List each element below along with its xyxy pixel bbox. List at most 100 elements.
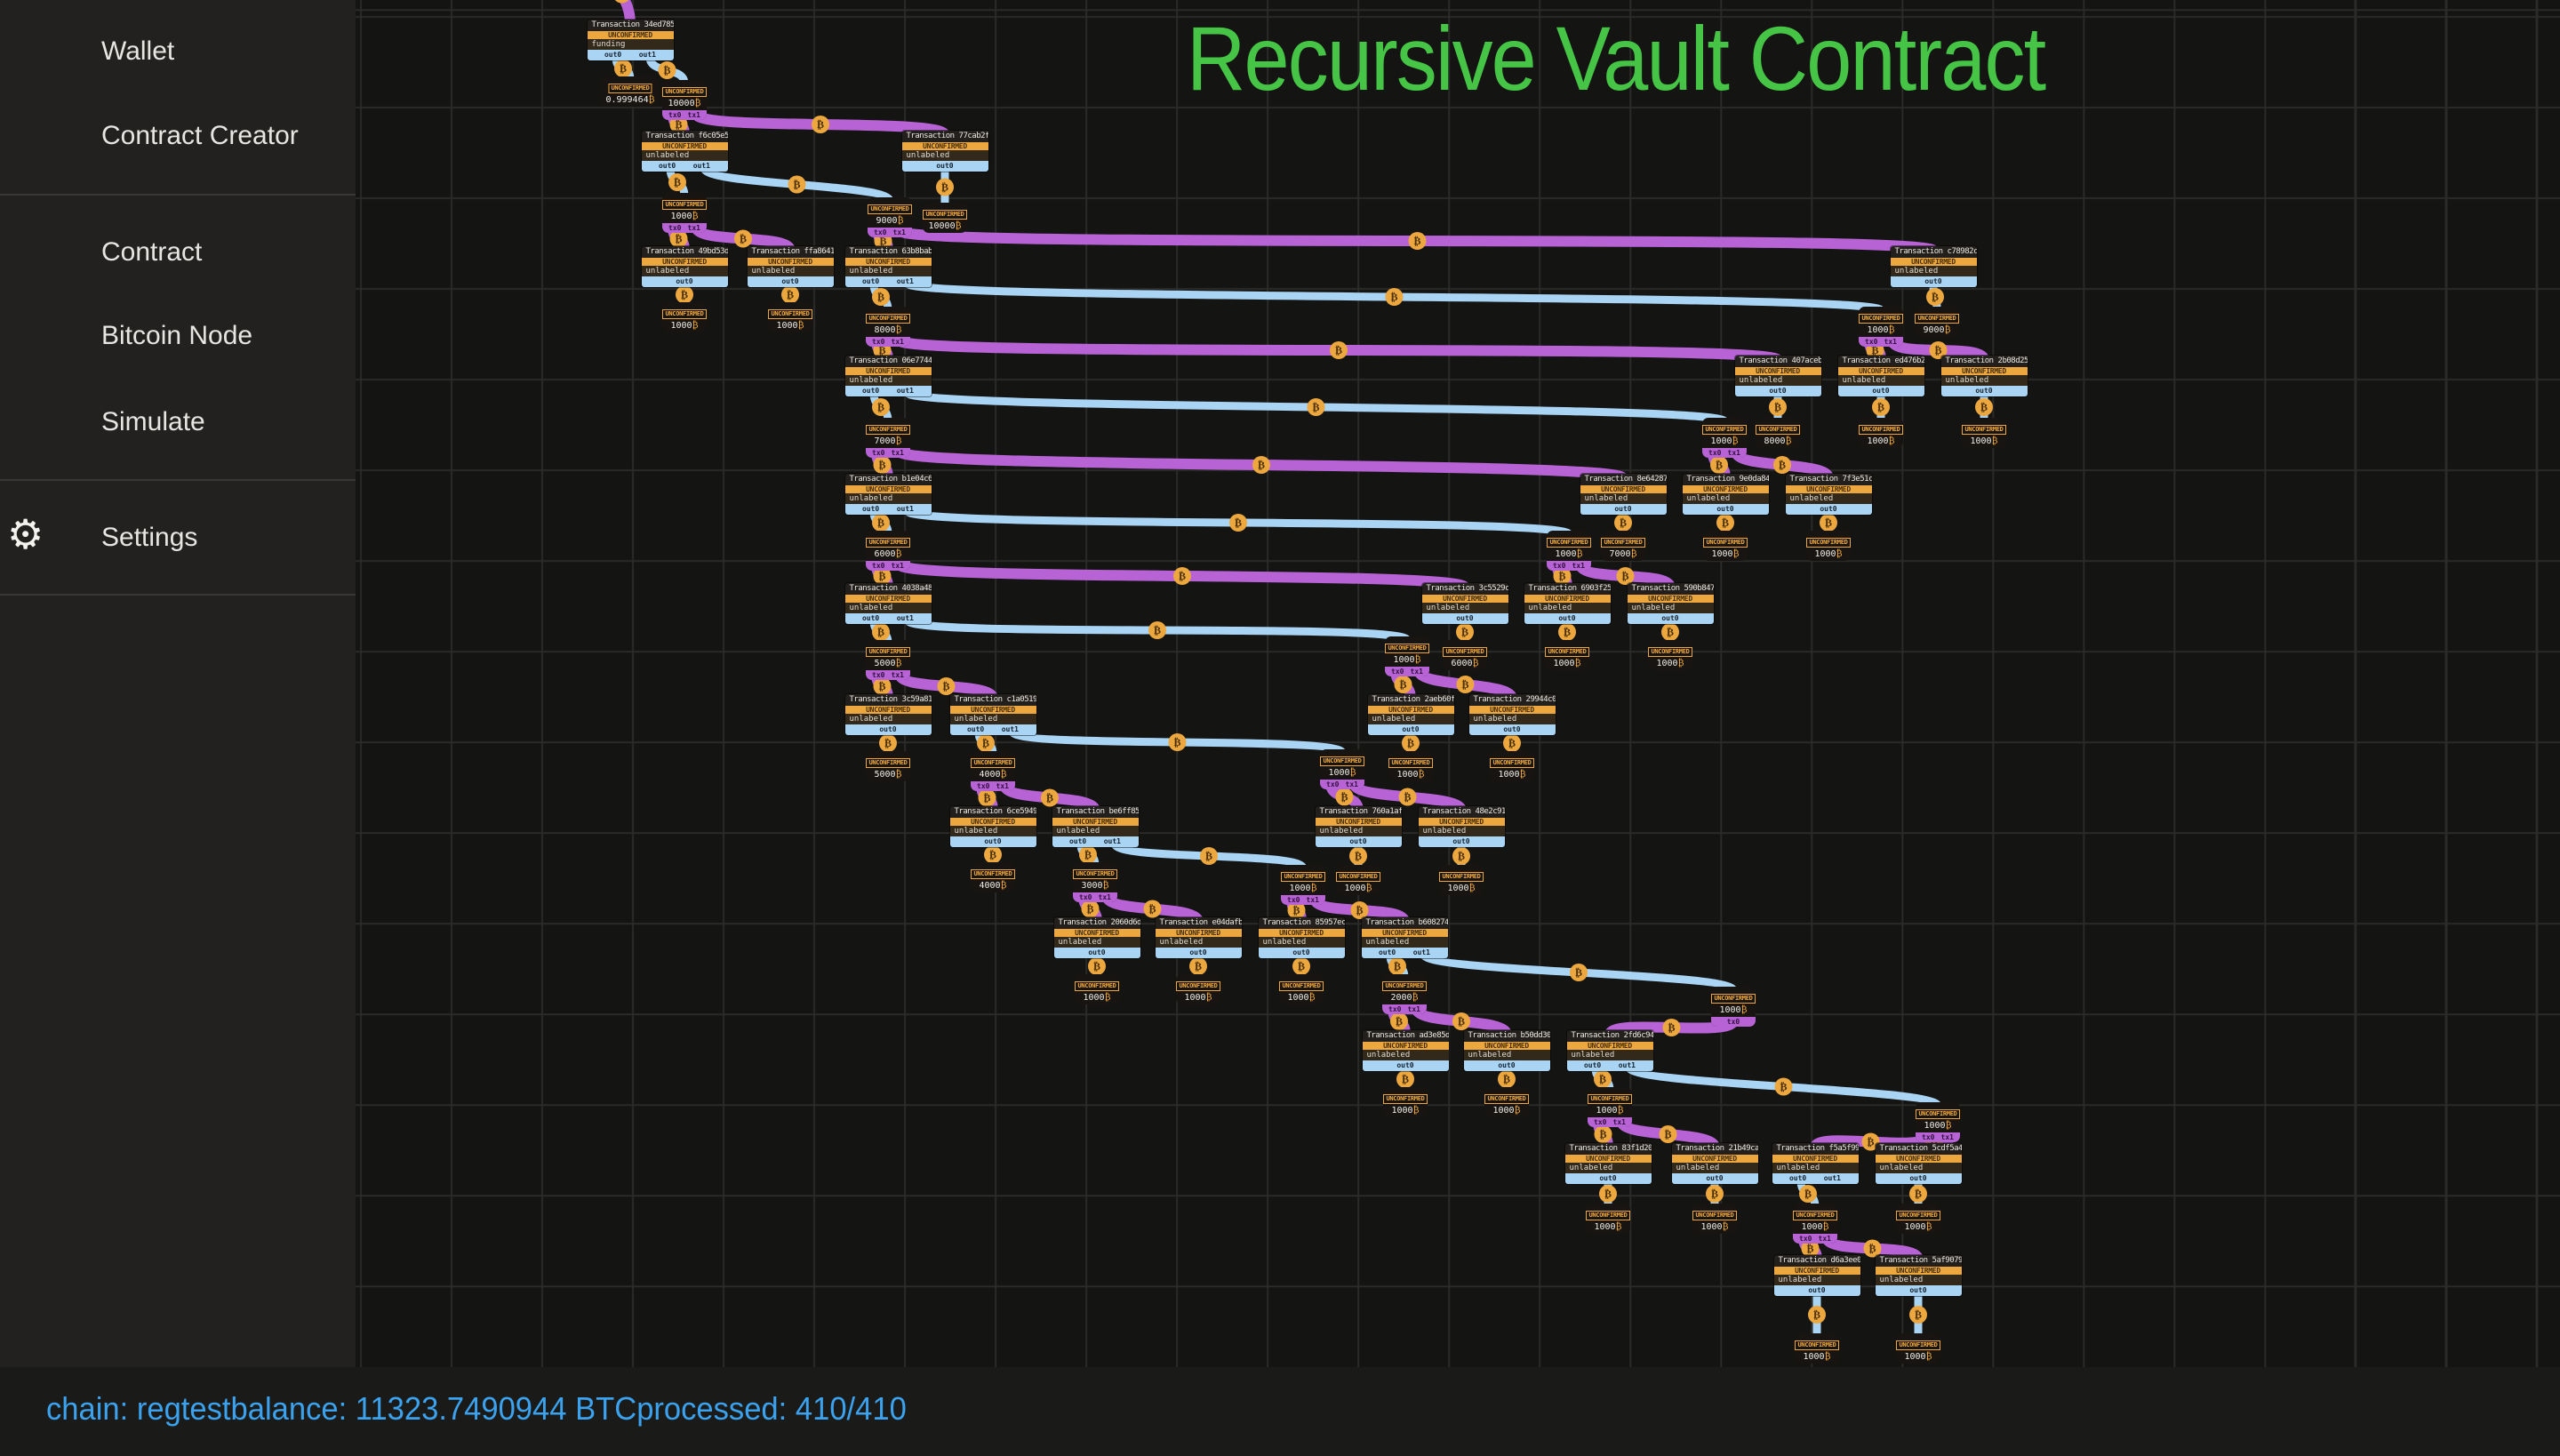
utxo-spenders-bar[interactable]: tx0 tx1 (1385, 667, 1429, 676)
tx-outputs-bar[interactable]: out0 (1580, 504, 1667, 515)
tx-outputs-bar[interactable]: out0 (949, 836, 1036, 847)
utxo-node[interactable]: UNCONFIRMED 2000₿ tx0 tx1 (1382, 974, 1427, 1014)
transaction-node[interactable]: Transaction 6ce5949b2556e220UNCONFIRMEDu… (949, 806, 1036, 847)
utxo-node[interactable]: UNCONFIRMED 1000₿ (1439, 865, 1484, 895)
utxo-spenders-bar[interactable]: tx0 tx1 (1382, 1004, 1427, 1014)
utxo-node[interactable]: UNCONFIRMED 1000₿ (1692, 1204, 1737, 1234)
tx-outputs-bar[interactable]: out0 (747, 276, 834, 287)
utxo-node[interactable]: UNCONFIRMED 1000₿ tx0 tx1 (1320, 749, 1364, 789)
transaction-node[interactable]: Transaction c1a0519e2fa6f66dUNCONFIRMEDu… (949, 694, 1036, 735)
utxo-node[interactable]: UNCONFIRMED 1000₿ tx0 tx1 (1702, 418, 1747, 458)
utxo-spenders-bar[interactable]: tx0 tx1 (866, 670, 910, 680)
tx-outputs-bar[interactable]: out0 (1258, 948, 1345, 958)
transaction-node[interactable]: Transaction b50dd304d08a5b6dUNCONFIRMEDu… (1463, 1030, 1550, 1071)
utxo-node[interactable]: UNCONFIRMED 6000₿ (1443, 640, 1487, 670)
transaction-node[interactable]: Transaction 2aeb60fc46c1da18UNCONFIRMEDu… (1367, 694, 1454, 735)
utxo-node[interactable]: UNCONFIRMED 1000₿ tx0 tx1 (1859, 307, 1903, 347)
utxo-node[interactable]: UNCONFIRMED 10000₿ tx0 tx1 (662, 80, 707, 120)
transaction-node[interactable]: Transaction 48e2c91b5a7d03f6UNCONFIRMEDu… (1418, 806, 1505, 847)
transaction-node[interactable]: Transaction 83f1d20c47ab9e56UNCONFIRMEDu… (1564, 1143, 1652, 1184)
sidebar-item-contract[interactable]: Contract (101, 237, 203, 267)
utxo-spenders-bar[interactable]: tx0 tx1 (866, 337, 910, 347)
sidebar-item-settings[interactable]: Settings (101, 523, 198, 552)
transaction-node[interactable]: Transaction 21b49ca2eb928cbdUNCONFIRMEDu… (1671, 1143, 1758, 1184)
utxo-node[interactable]: UNCONFIRMED 1000₿ (1962, 418, 2006, 448)
transaction-node[interactable]: Transaction 63b8bab2805670d7UNCONFIRMEDu… (844, 246, 932, 287)
utxo-spenders-bar[interactable]: tx0 tx1 (866, 448, 910, 458)
utxo-spenders-bar[interactable]: tx0 tx1 (971, 781, 1015, 791)
utxo-node[interactable]: UNCONFIRMED 7000₿ (1601, 531, 1645, 561)
transaction-node[interactable]: Transaction 3c59a8174c16ad71UNCONFIRMEDu… (844, 694, 932, 735)
utxo-node[interactable]: UNCONFIRMED 1000₿ tx0 tx1 (662, 193, 707, 233)
transaction-node[interactable]: Transaction 407aceb19db09995UNCONFIRMEDu… (1734, 356, 1821, 396)
utxo-node[interactable]: UNCONFIRMED 1000₿ (1388, 751, 1433, 781)
utxo-spenders-bar[interactable]: tx0 tx1 (1793, 1234, 1837, 1244)
tx-outputs-bar[interactable]: out0 (1421, 613, 1508, 624)
transaction-node[interactable]: Transaction 2fd6c94f63ef68a5UNCONFIRMEDu… (1566, 1030, 1653, 1071)
tx-outputs-bar[interactable]: out0 (901, 161, 988, 172)
utxo-node[interactable]: UNCONFIRMED 1000₿ tx0 tx1 (1793, 1204, 1837, 1244)
utxo-node[interactable]: UNCONFIRMED 1000₿ tx0 tx1 (1916, 1102, 1960, 1142)
tx-outputs-bar[interactable]: out0 (1837, 386, 1924, 396)
utxo-node[interactable]: UNCONFIRMED 3000₿ tx0 tx1 (1073, 862, 1117, 902)
utxo-node[interactable]: UNCONFIRMED 1000₿ tx0 tx1 (1547, 531, 1591, 571)
tx-outputs-bar[interactable]: out0 (1785, 504, 1872, 515)
tx-outputs-bar[interactable]: out0 (1524, 613, 1611, 624)
utxo-node[interactable]: UNCONFIRMED 1000₿ (1896, 1204, 1940, 1234)
utxo-spenders-bar[interactable]: tx0 tx1 (1320, 780, 1364, 789)
utxo-node[interactable]: UNCONFIRMED 1000₿ (1703, 531, 1748, 561)
utxo-node[interactable]: UNCONFIRMED 1000₿ tx0 (1711, 987, 1756, 1027)
utxo-spenders-bar[interactable]: tx0 (1711, 1017, 1756, 1027)
transaction-node[interactable]: Transaction 590b8474854fe22bUNCONFIRMEDu… (1627, 583, 1714, 624)
transaction-node[interactable]: Transaction 8e64287a3dba3347UNCONFIRMEDu… (1580, 474, 1667, 515)
sidebar-item-bitcoin-node[interactable]: Bitcoin Node (101, 321, 253, 350)
transaction-node[interactable]: Transaction 2060d6d357f62838UNCONFIRMEDu… (1053, 917, 1140, 958)
transaction-node[interactable]: Transaction 5cdf5a40c260c423UNCONFIRMEDu… (1875, 1143, 1962, 1184)
tx-outputs-bar[interactable]: out0 (1463, 1060, 1550, 1071)
transaction-node[interactable]: Transaction f6c05e529471c829UNCONFIRMEDu… (641, 131, 728, 172)
tx-outputs-bar[interactable]: out0 out1 (1361, 948, 1448, 958)
utxo-node[interactable]: UNCONFIRMED 6000₿ tx0 tx1 (866, 531, 910, 571)
transaction-node[interactable]: Transaction c78982c9838b73d5UNCONFIRMEDu… (1890, 246, 1977, 287)
utxo-node[interactable]: UNCONFIRMED 1000₿ tx0 tx1 (1588, 1087, 1632, 1127)
transaction-node[interactable]: Transaction 2b08d25944e4d977UNCONFIRMEDu… (1940, 356, 2028, 396)
utxo-node[interactable]: UNCONFIRMED 7000₿ tx0 tx1 (866, 418, 910, 458)
transaction-node[interactable]: Transaction 06e774417abcc78bUNCONFIRMEDu… (844, 356, 932, 396)
utxo-node[interactable]: UNCONFIRMED 9000₿ (1915, 307, 1959, 337)
tx-outputs-bar[interactable]: out0 (1890, 276, 1977, 287)
gear-icon[interactable]: ⚙ (7, 511, 44, 557)
sidebar-item-wallet[interactable]: Wallet (101, 36, 175, 66)
tx-outputs-bar[interactable]: out0 (844, 724, 932, 735)
utxo-node[interactable]: UNCONFIRMED 1000₿ (662, 302, 707, 332)
transaction-node[interactable]: Transaction 5af907976b9f51b4UNCONFIRMEDu… (1875, 1255, 1962, 1296)
utxo-spenders-bar[interactable]: tx0 tx1 (1859, 337, 1903, 347)
utxo-node[interactable]: UNCONFIRMED 1000₿ (1586, 1204, 1630, 1234)
transaction-node[interactable]: Transaction ffa8641749d159aaUNCONFIRMEDu… (747, 246, 834, 287)
transaction-node[interactable]: Transaction 34ed785874146b94UNCONFIRMEDf… (587, 20, 674, 60)
transaction-node[interactable]: Transaction d6a3ee040a73b50dUNCONFIRMEDu… (1773, 1255, 1860, 1296)
utxo-node[interactable]: UNCONFIRMED 1000₿ (1648, 640, 1692, 670)
tx-outputs-bar[interactable]: out0 out1 (844, 613, 932, 624)
tx-outputs-bar[interactable]: out0 (1155, 948, 1242, 958)
transaction-node[interactable]: Transaction 77cab2f892e651ccUNCONFIRMEDu… (901, 131, 988, 172)
tx-outputs-bar[interactable]: out0 (1362, 1060, 1449, 1071)
tx-outputs-bar[interactable]: out0 (1053, 948, 1140, 958)
transaction-node[interactable]: Transaction 4038a488bea3a8eaUNCONFIRMEDu… (844, 583, 932, 624)
tx-outputs-bar[interactable]: out0 out1 (641, 161, 728, 172)
utxo-node[interactable]: UNCONFIRMED 1000₿ (1806, 531, 1851, 561)
tx-outputs-bar[interactable]: out0 (641, 276, 728, 287)
sidebar-item-simulate[interactable]: Simulate (101, 407, 205, 436)
tx-outputs-bar[interactable]: out0 (1315, 836, 1402, 847)
transaction-node[interactable]: Transaction 49bd53d4cb99886fUNCONFIRMEDu… (641, 246, 728, 287)
tx-outputs-bar[interactable]: out0 (1773, 1285, 1860, 1296)
tx-outputs-bar[interactable]: out0 (1564, 1173, 1652, 1184)
utxo-spenders-bar[interactable]: tx0 tx1 (1588, 1117, 1632, 1127)
utxo-node[interactable]: UNCONFIRMED 1000₿ tx0 tx1 (1281, 865, 1325, 905)
transaction-node[interactable]: Transaction b1e04c634ff28267UNCONFIRMEDu… (844, 474, 932, 515)
utxo-node[interactable]: UNCONFIRMED 5000₿ (866, 751, 910, 781)
utxo-node[interactable]: UNCONFIRMED 4000₿ (971, 862, 1015, 892)
utxo-node[interactable]: UNCONFIRMED 1000₿ tx0 tx1 (1385, 636, 1429, 676)
utxo-node[interactable]: UNCONFIRMED 1000₿ (1336, 865, 1380, 895)
tx-outputs-bar[interactable]: out0 (1875, 1285, 1962, 1296)
utxo-spenders-bar[interactable]: tx0 tx1 (662, 223, 707, 233)
